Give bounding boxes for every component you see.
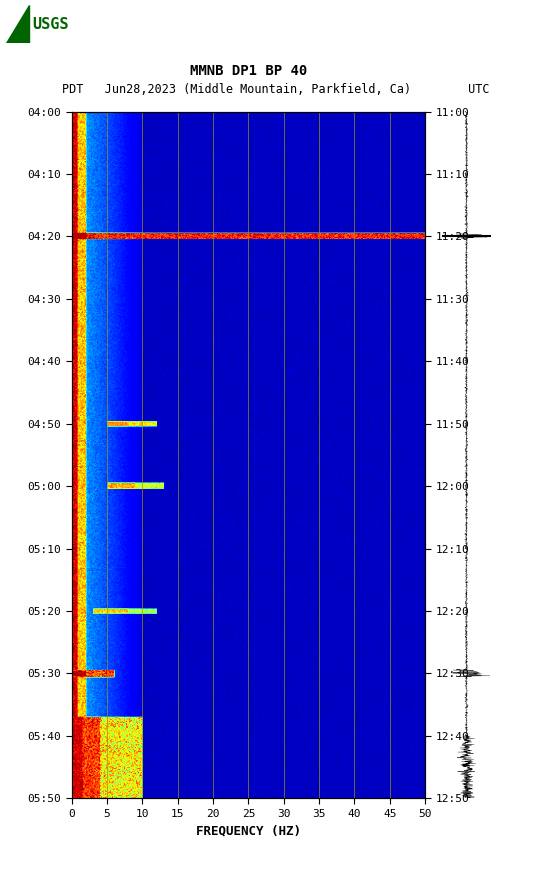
Text: PDT   Jun28,2023 (Middle Mountain, Parkfield, Ca)        UTC: PDT Jun28,2023 (Middle Mountain, Parkfie… bbox=[62, 83, 490, 95]
Polygon shape bbox=[6, 5, 29, 43]
Text: MMNB DP1 BP 40: MMNB DP1 BP 40 bbox=[190, 64, 307, 78]
Text: USGS: USGS bbox=[32, 17, 68, 31]
X-axis label: FREQUENCY (HZ): FREQUENCY (HZ) bbox=[196, 824, 301, 838]
